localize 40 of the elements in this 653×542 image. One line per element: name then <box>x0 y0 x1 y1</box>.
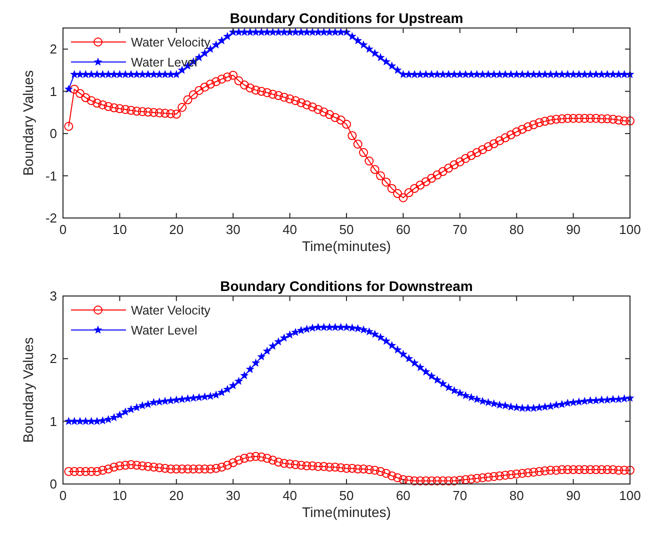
y-tick-label: 0 <box>50 126 57 142</box>
y-tick-label: 2 <box>50 351 57 366</box>
y-tick-label: 1 <box>50 84 57 99</box>
legend-label: Water Velocity <box>131 303 212 318</box>
y-tick-label: -2 <box>45 210 57 226</box>
chart-title: Boundary Conditions for Downstream <box>220 278 473 294</box>
x-tick-label: 50 <box>339 222 354 237</box>
x-tick-label: 30 <box>226 488 240 503</box>
y-tick-label: 3 <box>50 288 57 304</box>
x-tick-label: 40 <box>282 488 298 503</box>
x-tick-label: 100 <box>619 488 641 503</box>
x-axis-title: Time(minutes) <box>302 238 391 254</box>
x-tick-label: 10 <box>112 222 127 237</box>
x-tick-label: 60 <box>396 222 410 237</box>
chart-title: Boundary Conditions for Upstream <box>230 10 464 26</box>
legend-label: Water Level <box>131 323 198 338</box>
y-axis-title: Boundary Values <box>20 337 36 443</box>
y-tick-label: 2 <box>50 42 57 57</box>
x-tick-label: 70 <box>452 222 468 237</box>
x-tick-label: 10 <box>112 488 127 503</box>
y-tick-label: 0 <box>50 476 57 492</box>
x-tick-label: 100 <box>619 222 641 237</box>
x-tick-label: 70 <box>452 488 468 503</box>
x-tick-label: 20 <box>169 222 184 237</box>
x-tick-label: 50 <box>339 488 354 503</box>
y-tick-label: 1 <box>50 414 57 429</box>
x-tick-label: 80 <box>509 222 524 237</box>
legend-label: Water Velocity <box>131 35 212 50</box>
x-tick-label: 90 <box>566 222 581 237</box>
x-tick-label: 90 <box>566 488 581 503</box>
y-axis-title: Boundary Values <box>20 70 36 176</box>
x-tick-label: 30 <box>226 222 240 237</box>
x-tick-label: 0 <box>59 222 67 237</box>
x-tick-label: 80 <box>509 488 524 503</box>
y-tick-label: -1 <box>45 168 57 184</box>
x-tick-label: 60 <box>396 488 410 503</box>
x-tick-label: 40 <box>282 222 298 237</box>
x-tick-label: 0 <box>59 488 67 503</box>
x-tick-label: 20 <box>169 488 184 503</box>
x-axis-title: Time(minutes) <box>302 504 391 520</box>
